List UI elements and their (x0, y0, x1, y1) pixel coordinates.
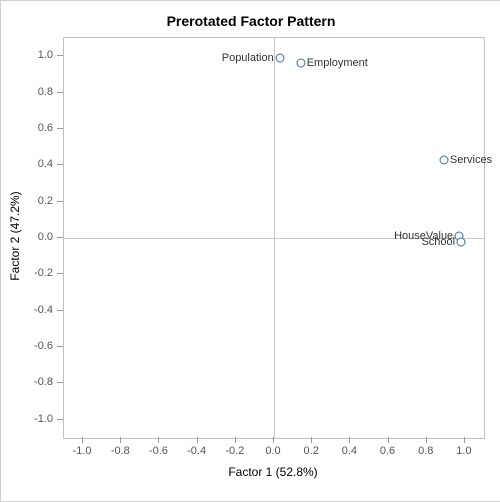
point-marker (439, 155, 448, 164)
x-tick-label: -1.0 (73, 445, 92, 457)
x-tick (464, 437, 465, 443)
y-tick-label: 0.8 (1, 86, 53, 98)
x-tick (158, 437, 159, 443)
y-tick (57, 164, 63, 165)
y-tick (57, 92, 63, 93)
x-tick (120, 437, 121, 443)
x-tick (235, 437, 236, 443)
x-tick-label: -0.4 (187, 445, 206, 457)
y-tick-label: -0.8 (1, 376, 53, 388)
y-tick-label: -0.4 (1, 304, 53, 316)
chart-container: Prerotated Factor Pattern Population Empl… (0, 0, 500, 502)
y-tick (57, 419, 63, 420)
y-tick (57, 237, 63, 238)
y-tick-label: 0.0 (1, 231, 53, 243)
y-tick-label: 0.6 (1, 122, 53, 134)
y-tick (57, 273, 63, 274)
y-tick-label: -1.0 (1, 413, 53, 425)
x-tick-label: -0.8 (111, 445, 130, 457)
x-tick (197, 437, 198, 443)
point-marker (296, 59, 305, 68)
x-tick-label: 0.8 (418, 445, 433, 457)
point-marker (275, 54, 284, 63)
x-tick-label: 0.0 (265, 445, 280, 457)
x-axis-label: Factor 1 (52.8%) (63, 465, 483, 479)
y-tick-label: -0.6 (1, 340, 53, 352)
x-tick-label: 0.2 (304, 445, 319, 457)
point-marker (457, 237, 466, 246)
y-tick-label: 0.2 (1, 195, 53, 207)
y-tick-label: -0.2 (1, 267, 53, 279)
x-tick-label: -0.2 (225, 445, 244, 457)
y-tick (57, 382, 63, 383)
x-tick-label: 0.6 (380, 445, 395, 457)
point-label: Services (450, 154, 492, 166)
point-label: Employment (307, 57, 368, 69)
x-tick (82, 437, 83, 443)
point-label: Population (222, 52, 274, 64)
y-tick (57, 346, 63, 347)
y-tick (57, 128, 63, 129)
chart-title: Prerotated Factor Pattern (1, 13, 500, 29)
plot-area: PopulationEmploymentServicesHouseValueSc… (63, 37, 485, 439)
y-tick (57, 201, 63, 202)
x-tick (349, 437, 350, 443)
x-tick-label: -0.6 (149, 445, 168, 457)
x-tick-label: 0.4 (342, 445, 357, 457)
y-tick-label: 1.0 (1, 49, 53, 61)
y-tick-label: 0.4 (1, 158, 53, 170)
x-tick (311, 437, 312, 443)
y-tick (57, 55, 63, 56)
x-tick (273, 437, 274, 443)
x-tick-label: 1.0 (456, 445, 471, 457)
x-tick (388, 437, 389, 443)
point-label: School (421, 236, 455, 248)
y-tick (57, 310, 63, 311)
x-tick (426, 437, 427, 443)
